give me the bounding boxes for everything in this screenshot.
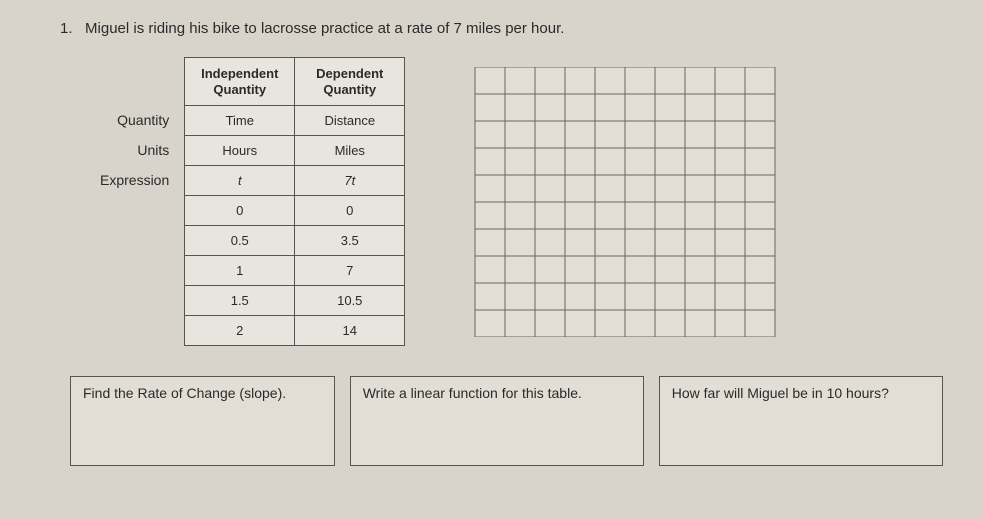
independent-line1: Independent <box>201 66 278 81</box>
problem-statement: 1. Miguel is riding his bike to lacrosse… <box>40 20 943 37</box>
data-table: Independent Quantity Dependent Quantity … <box>184 57 405 346</box>
expression-label: Expression <box>100 165 184 195</box>
main-content-row: Quantity Units Expression Independent Qu… <box>40 57 943 346</box>
table-cell-right: 7 <box>295 256 405 286</box>
table-cell-right: Distance <box>295 106 405 136</box>
table-cell-left: 0 <box>185 196 295 226</box>
table-row: t7t <box>185 166 405 196</box>
table-cell-left: Hours <box>185 136 295 166</box>
table-row: TimeDistance <box>185 106 405 136</box>
quantity-label: Quantity <box>100 105 184 135</box>
table-cell-right: 10.5 <box>295 286 405 316</box>
table-row: 214 <box>185 316 405 346</box>
table-body: TimeDistanceHoursMilest7t000.53.5171.510… <box>185 106 405 346</box>
table-cell-left: 0.5 <box>185 226 295 256</box>
answer-boxes-row: Find the Rate of Change (slope). Write a… <box>40 376 943 466</box>
dependent-line1: Dependent <box>316 66 383 81</box>
table-row: 1.510.5 <box>185 286 405 316</box>
graph-grid <box>465 67 785 337</box>
table-cell-left: 1.5 <box>185 286 295 316</box>
table-row: 00 <box>185 196 405 226</box>
distance-10hrs-box: How far will Miguel be in 10 hours? <box>659 376 943 466</box>
table-cell-right: Miles <box>295 136 405 166</box>
grid-svg <box>465 67 785 337</box>
dependent-line2: Quantity <box>323 82 376 97</box>
table-row: 17 <box>185 256 405 286</box>
table-cell-right: 0 <box>295 196 405 226</box>
row-labels: Quantity Units Expression <box>100 57 184 346</box>
problem-text-content: Miguel is riding his bike to lacrosse pr… <box>85 20 564 37</box>
units-label: Units <box>100 135 184 165</box>
table-cell-left: Time <box>185 106 295 136</box>
table-row: 0.53.5 <box>185 226 405 256</box>
table-row: HoursMiles <box>185 136 405 166</box>
rate-of-change-box: Find the Rate of Change (slope). <box>70 376 335 466</box>
table-header-row: Independent Quantity Dependent Quantity <box>185 58 405 106</box>
table-section: Quantity Units Expression Independent Qu… <box>100 57 405 346</box>
independent-line2: Quantity <box>213 82 266 97</box>
independent-header: Independent Quantity <box>185 58 295 106</box>
linear-function-box: Write a linear function for this table. <box>350 376 644 466</box>
table-cell-left: t <box>185 166 295 196</box>
table-cell-right: 7t <box>295 166 405 196</box>
table-cell-left: 2 <box>185 316 295 346</box>
dependent-header: Dependent Quantity <box>295 58 405 106</box>
table-cell-left: 1 <box>185 256 295 286</box>
problem-number: 1. <box>60 20 73 37</box>
table-cell-right: 14 <box>295 316 405 346</box>
table-cell-right: 3.5 <box>295 226 405 256</box>
